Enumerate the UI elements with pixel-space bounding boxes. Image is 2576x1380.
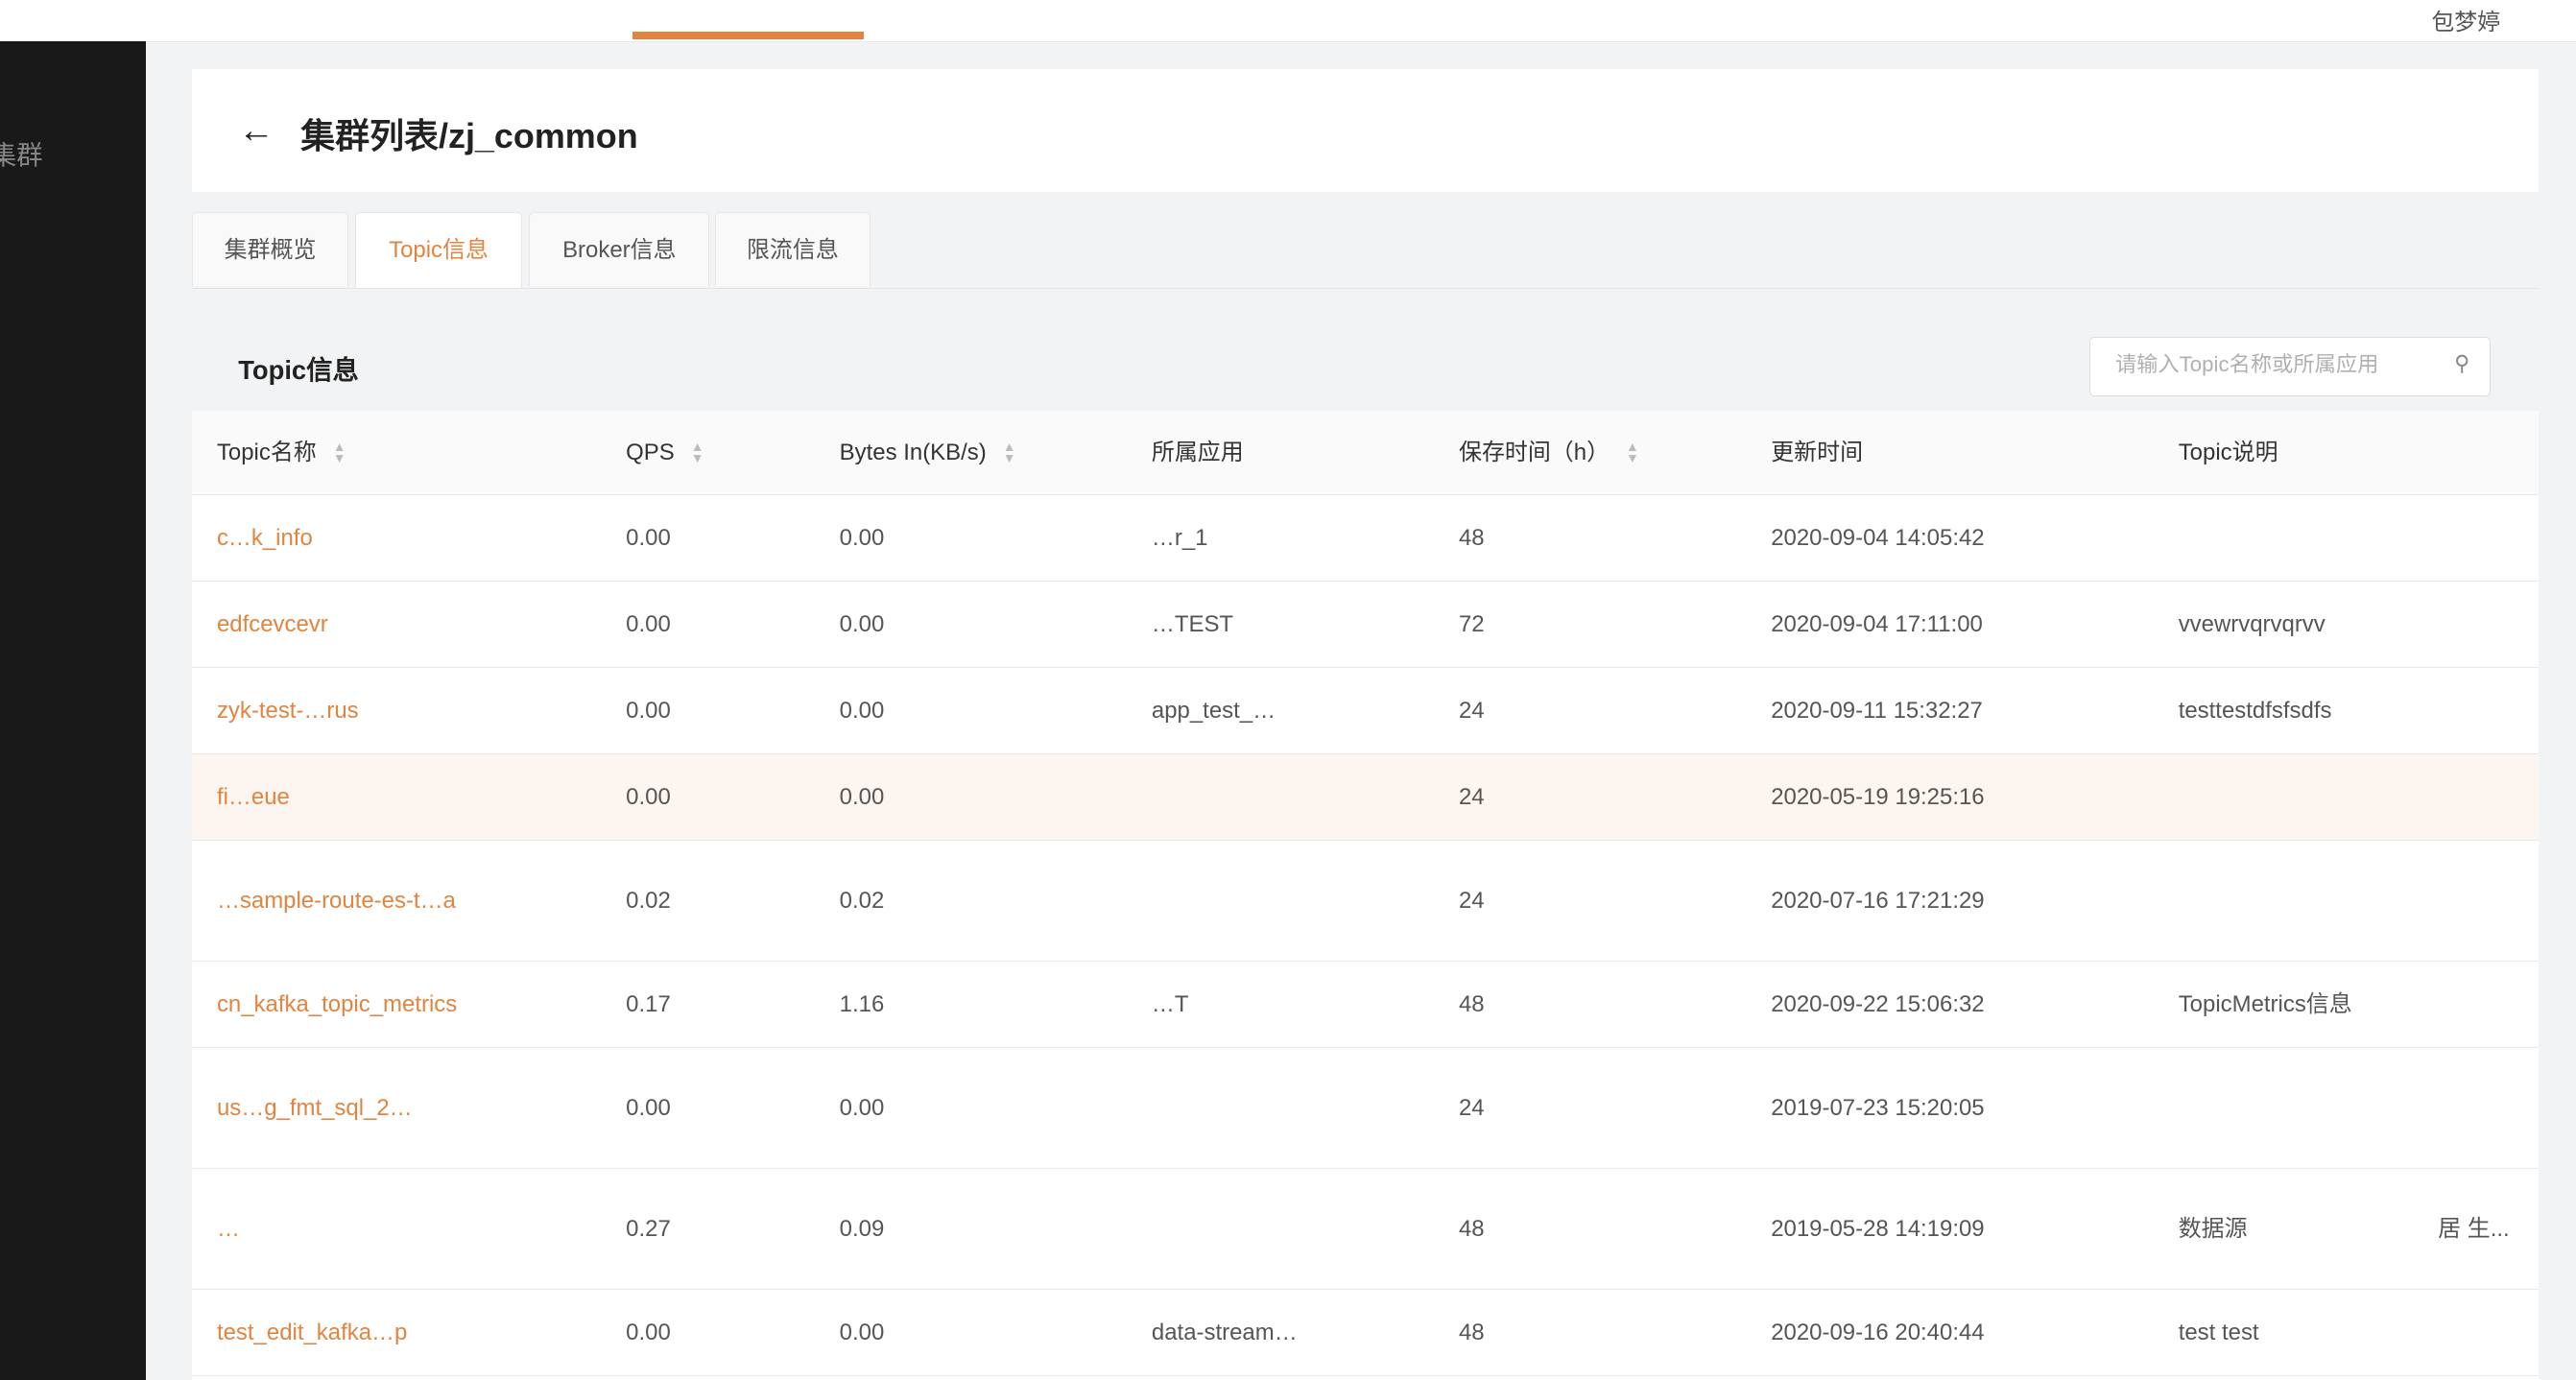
table-row[interactable]: zyk-test-…rus 0.00 0.00 app_test_… 24 2020-09… — [192, 668, 2539, 755]
sort-icon[interactable]: ▲ ▼ — [1002, 440, 1016, 466]
topic-name-link[interactable]: us…g_fmt_sql_2… — [216, 1094, 413, 1121]
retention: 48 — [1458, 990, 1485, 1017]
updated-time: 2019-05-28 14:19:09 — [1771, 1215, 1985, 1242]
updated-time: 2020-09-04 17:11:00 — [1771, 610, 1983, 637]
table-row[interactable]: fi…eue 0.00 0.00 24 2020-05-19 19:25:16 — [192, 754, 2539, 842]
col-app: 所属应用 — [1151, 439, 1244, 465]
description: TopicMetrics信息 — [2178, 990, 2352, 1017]
col-qps[interactable]: QPS ▲ ▼ — [626, 439, 704, 466]
retention: 48 — [1458, 1319, 1485, 1345]
retention: 72 — [1458, 610, 1485, 637]
app: data-stream… — [1151, 1319, 1298, 1345]
qps: 0.00 — [626, 610, 671, 637]
search-input[interactable] — [2111, 350, 2440, 379]
col-topic-name[interactable]: Topic名称 ▲ ▼ — [216, 439, 346, 466]
bytes-in: 0.00 — [839, 783, 885, 810]
app: …TEST — [1151, 610, 1234, 637]
retention: 48 — [1458, 1215, 1485, 1242]
retention: 24 — [1458, 1094, 1485, 1121]
sidebar-item-cluster[interactable]: 集群 — [0, 139, 43, 170]
bytes-in: 0.09 — [839, 1215, 885, 1242]
table-row[interactable]: …sample-route-es-t…a 0.02 0.02 24 2020-07-16… — [192, 841, 2539, 963]
qps: 0.00 — [626, 1319, 671, 1345]
bytes-in: 0.00 — [839, 524, 885, 551]
search-box[interactable]: ⚲ — [2089, 336, 2491, 396]
updated-time: 2020-09-22 15:06:32 — [1771, 990, 1985, 1017]
table-row[interactable]: test_edit_kafka…p 0.00 0.00 data-stream… 48 2… — [192, 1290, 2539, 1377]
col-retention[interactable]: 保存时间（h） ▲ ▼ — [1458, 439, 1639, 466]
topic-name-link[interactable]: test_edit_kafka…p — [216, 1319, 408, 1345]
tab-cluster-overview[interactable]: 集群概览 — [192, 211, 348, 286]
table-body: c…k_info 0.00 0.00 …r_1 48 2020-09-04 14:05:4… — [192, 495, 2539, 1377]
col-description: Topic说明 — [2178, 439, 2278, 465]
app: …T — [1151, 990, 1189, 1017]
retention: 24 — [1458, 783, 1485, 810]
sort-icon[interactable]: ▲ ▼ — [1626, 440, 1639, 466]
description: testtestdfsfsdfs — [2178, 697, 2332, 724]
table-row[interactable]: us…g_fmt_sql_2… 0.00 0.00 24 2019-07-23 15:2… — [192, 1048, 2539, 1170]
table-header: Topic名称 ▲ ▼ QPS ▲ ▼ Bytes In(KB/s) ▲ ▼ 所属应用 保存… — [192, 410, 2539, 496]
bytes-in: 0.02 — [839, 887, 885, 914]
tab-throttle-info[interactable]: 限流信息 — [714, 211, 871, 286]
tab-topic-info[interactable]: Topic信息 — [354, 211, 523, 288]
app: app_test_… — [1151, 697, 1276, 724]
tab-bar: 集群概览 Topic信息 Broker信息 限流信息 — [192, 211, 2539, 289]
updated-time: 2020-05-19 19:25:16 — [1771, 783, 1985, 810]
qps: 0.00 — [626, 783, 671, 810]
retention: 24 — [1458, 887, 1485, 914]
topic-name-link[interactable]: … — [216, 1215, 240, 1242]
description-more: 居 生... — [2438, 1215, 2510, 1242]
bytes-in: 1.16 — [839, 990, 885, 1017]
qps: 0.00 — [626, 1094, 671, 1121]
topic-name-link[interactable]: …sample-route-es-t…a — [216, 887, 456, 914]
bytes-in: 0.00 — [839, 1319, 885, 1345]
qps: 0.00 — [626, 524, 671, 551]
qps: 0.00 — [626, 697, 671, 724]
tab-broker-info[interactable]: Broker信息 — [529, 211, 710, 286]
sort-icon[interactable]: ▲ ▼ — [690, 440, 704, 466]
topic-name-link[interactable]: zyk-test-…rus — [216, 697, 359, 724]
search-icon[interactable]: ⚲ — [2454, 350, 2470, 375]
bytes-in: 0.00 — [839, 610, 885, 637]
arrow-left-icon[interactable]: ← — [238, 108, 274, 150]
topic-panel: Topic信息 ⚲ Topic名称▲▼ QPS▲▼ Bytes In(KB/s)… — [192, 319, 2539, 1380]
page-title: 集群列表/zj_common — [300, 115, 638, 155]
sidebar: 集群 — [0, 40, 147, 1380]
user-name[interactable]: 包梦婷 — [2431, 10, 2501, 36]
retention: 48 — [1458, 524, 1485, 551]
col-updated: 更新时间 — [1771, 439, 1864, 465]
table-row[interactable]: c…k_info 0.00 0.00 …r_1 48 2020-09-04 14:05:4… — [192, 495, 2539, 583]
bytes-in: 0.00 — [839, 1094, 885, 1121]
title-card: ← 集群列表/zj_common — [192, 68, 2539, 193]
updated-time: 2020-09-16 20:40:44 — [1771, 1319, 1985, 1345]
col-bytes-in[interactable]: Bytes In(KB/s) ▲ ▼ — [839, 439, 1016, 466]
topic-name-link[interactable]: fi…eue — [216, 783, 290, 810]
topic-name-link[interactable]: c…k_info — [216, 524, 313, 551]
topic-name-link[interactable]: edfcevcevr — [216, 610, 328, 637]
top-bar: 包梦婷 — [0, 0, 2576, 42]
panel-title: Topic信息 — [238, 354, 359, 385]
table-row[interactable]: … 0.27 0.09 48 2019-05-28 14:19:09 数据源 居 生... — [192, 1169, 2539, 1291]
qps: 0.27 — [626, 1215, 671, 1242]
sort-icon[interactable]: ▲ ▼ — [332, 440, 346, 466]
updated-time: 2020-09-11 15:32:27 — [1771, 697, 1983, 724]
updated-time: 2020-07-16 17:21:29 — [1771, 887, 1985, 914]
table-row[interactable]: cn_kafka_topic_metrics 0.17 1.16 …T 48 2020-0… — [192, 962, 2539, 1049]
qps: 0.17 — [626, 990, 671, 1017]
table-row[interactable]: edfcevcevr 0.00 0.00 …TEST 72 2020-09-04 17:1… — [192, 582, 2539, 669]
retention: 24 — [1458, 697, 1485, 724]
active-nav-indicator — [632, 31, 865, 40]
description: 数据源 — [2178, 1215, 2248, 1242]
topic-name-link[interactable]: cn_kafka_topic_metrics — [216, 990, 458, 1017]
updated-time: 2020-09-04 14:05:42 — [1771, 524, 1985, 551]
description: test test — [2178, 1319, 2259, 1345]
qps: 0.02 — [626, 887, 671, 914]
updated-time: 2019-07-23 15:20:05 — [1771, 1094, 1985, 1121]
app: …r_1 — [1151, 524, 1208, 551]
bytes-in: 0.00 — [839, 697, 885, 724]
description: vvewrvqrvqrvv — [2178, 610, 2326, 637]
panel-header: Topic信息 ⚲ — [192, 319, 2539, 411]
